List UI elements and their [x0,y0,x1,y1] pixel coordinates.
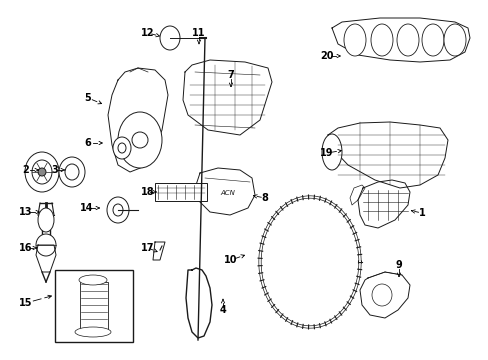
Text: 18: 18 [141,187,155,197]
Ellipse shape [343,24,365,56]
Text: 1: 1 [418,208,425,218]
Text: 17: 17 [141,243,154,253]
Ellipse shape [371,284,391,306]
Ellipse shape [321,134,341,170]
Text: 11: 11 [192,28,205,38]
Text: 20: 20 [320,51,333,61]
Polygon shape [108,68,168,172]
Polygon shape [196,168,254,215]
Ellipse shape [118,112,162,168]
Ellipse shape [370,24,392,56]
Text: 12: 12 [141,28,154,38]
Ellipse shape [38,168,46,176]
Polygon shape [359,272,409,318]
Text: 7: 7 [227,70,234,80]
Bar [155,183,206,201]
Ellipse shape [396,24,418,56]
Text: 6: 6 [84,138,91,148]
Ellipse shape [36,234,56,256]
Ellipse shape [421,24,443,56]
Ellipse shape [443,24,465,56]
Ellipse shape [107,197,129,223]
Ellipse shape [79,275,107,285]
Polygon shape [183,60,271,135]
Text: 9: 9 [395,260,402,270]
Text: 2: 2 [22,165,29,175]
Polygon shape [331,18,469,62]
Polygon shape [349,185,364,205]
Polygon shape [357,180,409,228]
Ellipse shape [38,208,54,232]
Ellipse shape [25,152,59,192]
Polygon shape [327,122,447,188]
Bar [55,270,133,342]
Ellipse shape [75,327,111,337]
Polygon shape [185,268,212,338]
Polygon shape [153,242,164,260]
Polygon shape [36,245,56,272]
Text: 13: 13 [19,207,33,217]
Ellipse shape [160,26,180,50]
Text: 4: 4 [219,305,226,315]
Bar [80,282,108,330]
Text: 16: 16 [19,243,33,253]
Text: ACN: ACN [220,190,235,196]
Text: 3: 3 [52,165,58,175]
Text: 10: 10 [224,255,237,265]
Text: 8: 8 [261,193,268,203]
Text: 15: 15 [19,298,33,308]
Text: 14: 14 [80,203,94,213]
Ellipse shape [113,137,131,159]
Text: 5: 5 [84,93,91,103]
Ellipse shape [59,157,85,187]
Text: 19: 19 [320,148,333,158]
